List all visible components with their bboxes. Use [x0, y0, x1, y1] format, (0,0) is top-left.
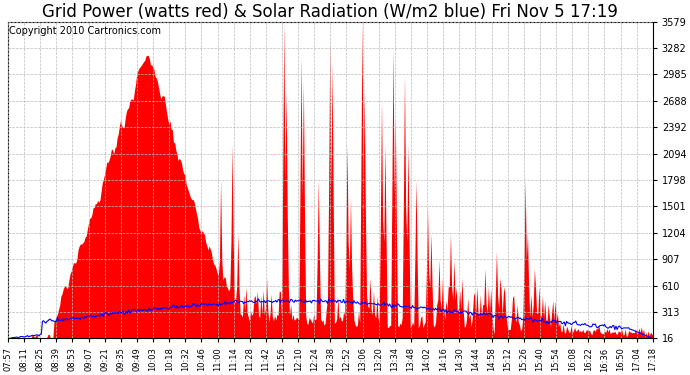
- Title: Grid Power (watts red) & Solar Radiation (W/m2 blue) Fri Nov 5 17:19: Grid Power (watts red) & Solar Radiation…: [42, 3, 618, 21]
- Text: Copyright 2010 Cartronics.com: Copyright 2010 Cartronics.com: [9, 26, 161, 36]
